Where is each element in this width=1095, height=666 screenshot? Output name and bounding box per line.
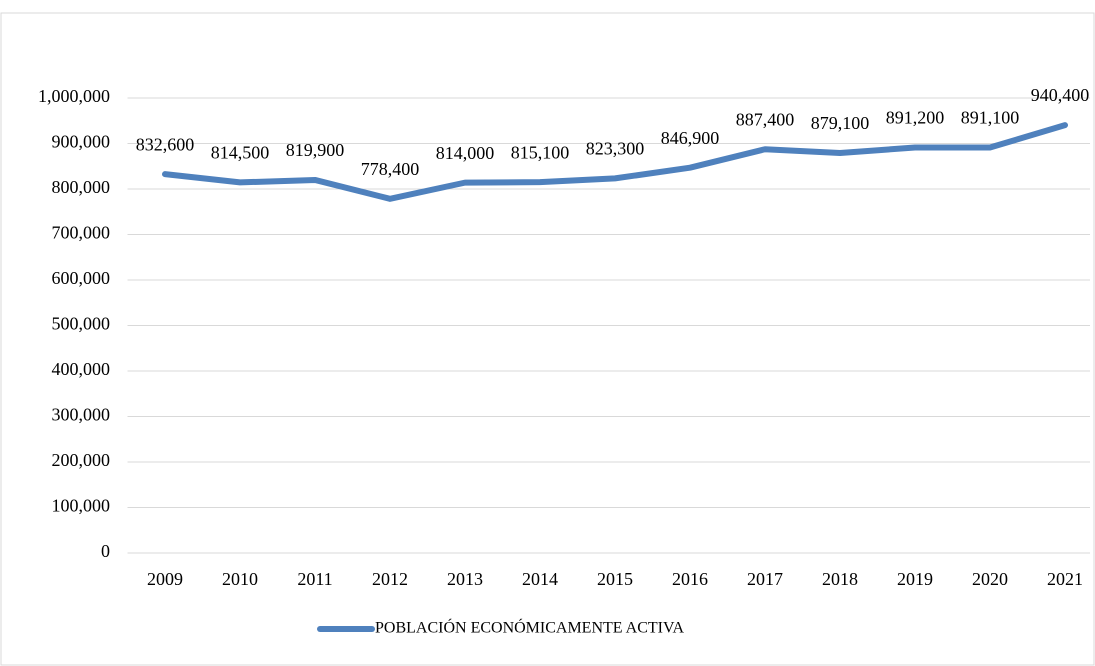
x-tick-label: 2019 <box>897 569 933 589</box>
x-tick-label: 2014 <box>522 569 558 589</box>
x-tick-label: 2017 <box>747 569 783 589</box>
x-tick-label: 2010 <box>222 569 258 589</box>
data-label: 891,100 <box>961 108 1020 128</box>
data-label: 814,500 <box>211 143 270 163</box>
data-label: 940,400 <box>1031 85 1090 105</box>
x-tick-label: 2021 <box>1047 569 1083 589</box>
y-tick-label: 800,000 <box>52 177 111 197</box>
data-line <box>162 122 1068 202</box>
data-label: 815,100 <box>511 142 570 162</box>
data-label: 846,900 <box>661 128 720 148</box>
x-tick-label: 2018 <box>822 569 858 589</box>
y-tick-label: 400,000 <box>52 359 111 379</box>
y-tick-label: 1,000,000 <box>38 86 110 106</box>
x-tick-label: 2011 <box>297 569 332 589</box>
data-label: 891,200 <box>886 108 945 128</box>
x-tick-label: 2016 <box>672 569 708 589</box>
data-label: 832,600 <box>136 134 195 154</box>
chart-border <box>0 12 1095 666</box>
data-label: 778,400 <box>361 159 420 179</box>
y-tick-label: 200,000 <box>52 450 111 470</box>
x-tick-label: 2009 <box>147 569 183 589</box>
y-tick-label: 500,000 <box>52 314 111 334</box>
y-tick-label: 0 <box>101 541 110 561</box>
legend-label: POBLACIÓN ECONÓMICAMENTE ACTIVA <box>375 618 684 637</box>
x-tick-label: 2013 <box>447 569 483 589</box>
data-label: 823,300 <box>586 139 645 159</box>
y-tick-label: 300,000 <box>52 405 111 425</box>
x-tick-label: 2020 <box>972 569 1008 589</box>
x-tick-label: 2015 <box>597 569 633 589</box>
x-tick-label: 2012 <box>372 569 408 589</box>
y-tick-label: 600,000 <box>52 268 111 288</box>
y-tick-label: 700,000 <box>52 223 111 243</box>
data-label: 814,000 <box>436 143 495 163</box>
y-tick-label: 900,000 <box>52 132 111 152</box>
y-tick-label: 100,000 <box>52 496 111 516</box>
data-label: 819,900 <box>286 140 345 160</box>
data-label: 887,400 <box>736 109 795 129</box>
data-label: 879,100 <box>811 113 870 133</box>
